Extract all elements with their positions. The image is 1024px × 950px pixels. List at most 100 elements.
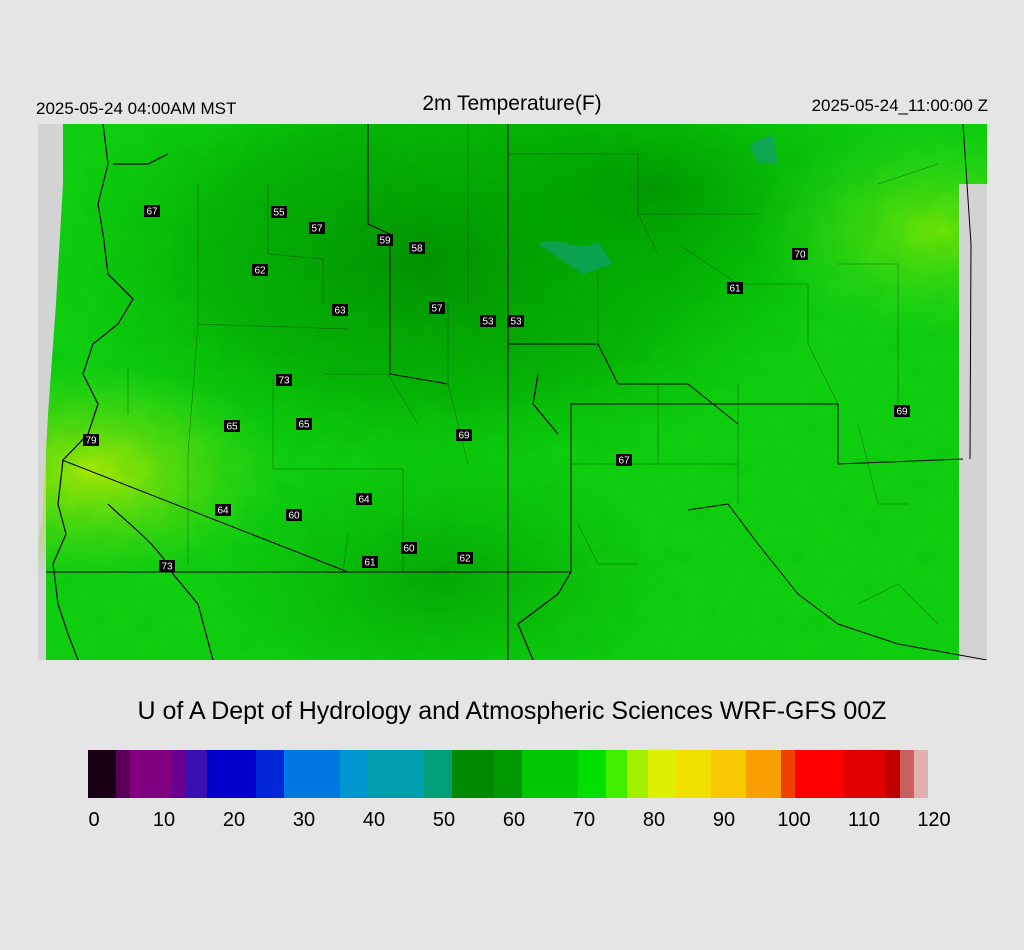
colorbar-tick-label: 10 bbox=[152, 809, 176, 831]
station-value-text: 73 bbox=[161, 562, 173, 573]
station-value-box bbox=[792, 248, 808, 260]
colorbar-swatch bbox=[284, 750, 341, 798]
water-body bbox=[750, 134, 778, 164]
colorbar-swatch bbox=[781, 750, 796, 798]
station-value: 69 bbox=[894, 405, 910, 418]
colorbar-tick-label: 110 bbox=[848, 809, 880, 831]
station-value-box bbox=[409, 242, 425, 254]
no-data-region-west bbox=[38, 124, 63, 544]
colorbar-swatch bbox=[340, 750, 369, 798]
station-value-box bbox=[144, 205, 160, 217]
station-value-text: 65 bbox=[298, 420, 310, 431]
station-value: 57 bbox=[309, 222, 325, 235]
init-time-label: 2025-05-24_11:00:00 Z bbox=[811, 96, 988, 115]
station-value-box bbox=[83, 434, 99, 446]
station-value-text: 60 bbox=[288, 511, 300, 522]
station-value: 60 bbox=[401, 542, 417, 555]
station-value: 69 bbox=[456, 429, 472, 442]
map-title: 2m Temperature(F) bbox=[422, 92, 602, 115]
station-value-text: 53 bbox=[482, 317, 494, 328]
colorbar-swatch bbox=[494, 750, 523, 798]
colorbar-tick-label: 100 bbox=[777, 809, 811, 831]
station-value-box bbox=[377, 234, 393, 246]
credit-line: U of A Dept of Hydrology and Atmospheric… bbox=[137, 697, 887, 725]
station-value-text: 79 bbox=[85, 436, 97, 447]
colorbar-tick-label: 50 bbox=[432, 809, 456, 831]
colorbar-swatch bbox=[844, 750, 887, 798]
colorbar-swatch bbox=[207, 750, 257, 798]
station-value-box bbox=[252, 264, 268, 276]
station-value-text: 69 bbox=[896, 407, 908, 418]
station-value: 65 bbox=[296, 418, 312, 431]
station-value-text: 73 bbox=[278, 376, 290, 387]
station-value-text: 63 bbox=[334, 306, 346, 317]
station-value-box bbox=[401, 542, 417, 554]
station-value-box bbox=[159, 560, 175, 572]
station-value: 61 bbox=[362, 556, 378, 569]
colorbar-tick-label: 40 bbox=[362, 809, 386, 831]
station-value-text: 62 bbox=[254, 266, 266, 277]
station-value: 79 bbox=[83, 434, 99, 447]
colorbar-swatch bbox=[256, 750, 285, 798]
colorbar-swatch bbox=[452, 750, 495, 798]
county-boundaries bbox=[127, 124, 939, 625]
station-value-text: 59 bbox=[379, 236, 391, 247]
station-value-text: 61 bbox=[364, 558, 376, 569]
station-value-text: 58 bbox=[411, 244, 423, 255]
station-labels: 67 55 57 59 58 62 63 57 53 53 70 61 73 65 65 79 69 69 67 64… bbox=[83, 205, 910, 573]
colorbar-swatch bbox=[886, 750, 901, 798]
station-value: 70 bbox=[792, 248, 808, 261]
colorbar-swatch bbox=[88, 750, 117, 798]
colorbar-swatch bbox=[522, 750, 579, 798]
station-value: 62 bbox=[457, 552, 473, 565]
station-value-text: 67 bbox=[618, 456, 630, 467]
colorbar-swatch bbox=[795, 750, 845, 798]
station-value: 59 bbox=[377, 234, 393, 247]
temperature-colorbar bbox=[88, 750, 928, 798]
colorbar-swatch bbox=[172, 750, 187, 798]
station-value-text: 65 bbox=[226, 422, 238, 433]
colorbar-tick-label: 20 bbox=[222, 809, 246, 831]
station-value-text: 69 bbox=[458, 431, 470, 442]
station-value: 62 bbox=[252, 264, 268, 277]
colorbar-swatch bbox=[424, 750, 453, 798]
colorbar-tick-label: 70 bbox=[572, 809, 596, 831]
no-data-strip-east bbox=[959, 184, 987, 660]
station-value: 57 bbox=[429, 302, 445, 315]
colorbar-tick-label: 90 bbox=[712, 809, 736, 831]
colorbar-tick-label: 60 bbox=[502, 809, 526, 831]
station-value-text: 64 bbox=[358, 495, 370, 506]
station-value-box bbox=[271, 206, 287, 218]
station-value-text: 67 bbox=[146, 207, 158, 218]
colorbar-swatch bbox=[648, 750, 677, 798]
station-value-text: 60 bbox=[403, 544, 415, 555]
station-value-box bbox=[727, 282, 743, 294]
colorbar-swatch bbox=[606, 750, 628, 798]
station-value-text: 57 bbox=[431, 304, 443, 315]
station-value-box bbox=[456, 429, 472, 441]
station-value: 73 bbox=[276, 374, 292, 387]
station-value-box bbox=[332, 304, 348, 316]
colorbar-swatch bbox=[914, 750, 928, 798]
station-value-text: 57 bbox=[311, 224, 323, 235]
station-value-text: 55 bbox=[273, 208, 285, 219]
station-value-box bbox=[309, 222, 325, 234]
station-value: 64 bbox=[215, 504, 231, 517]
station-value-box bbox=[224, 420, 240, 432]
station-value-text: 70 bbox=[794, 250, 806, 261]
colorbar-tick-label: 0 bbox=[88, 809, 100, 831]
colorbar-swatch bbox=[130, 750, 173, 798]
station-value: 61 bbox=[727, 282, 743, 295]
station-value: 55 bbox=[271, 206, 287, 219]
colorbar-tick-label: 30 bbox=[292, 809, 316, 831]
station-value-text: 64 bbox=[217, 506, 229, 517]
colorbar-tick-label: 120 bbox=[917, 809, 951, 831]
station-value-box bbox=[508, 315, 524, 327]
station-value-text: 62 bbox=[459, 554, 471, 565]
state-boundaries bbox=[46, 124, 987, 660]
station-value-box bbox=[480, 315, 496, 327]
station-value: 73 bbox=[159, 560, 175, 573]
valid-time-label: 2025-05-24 04:00AM MST bbox=[36, 99, 237, 118]
station-value-box bbox=[356, 493, 372, 505]
station-value: 67 bbox=[616, 454, 632, 467]
